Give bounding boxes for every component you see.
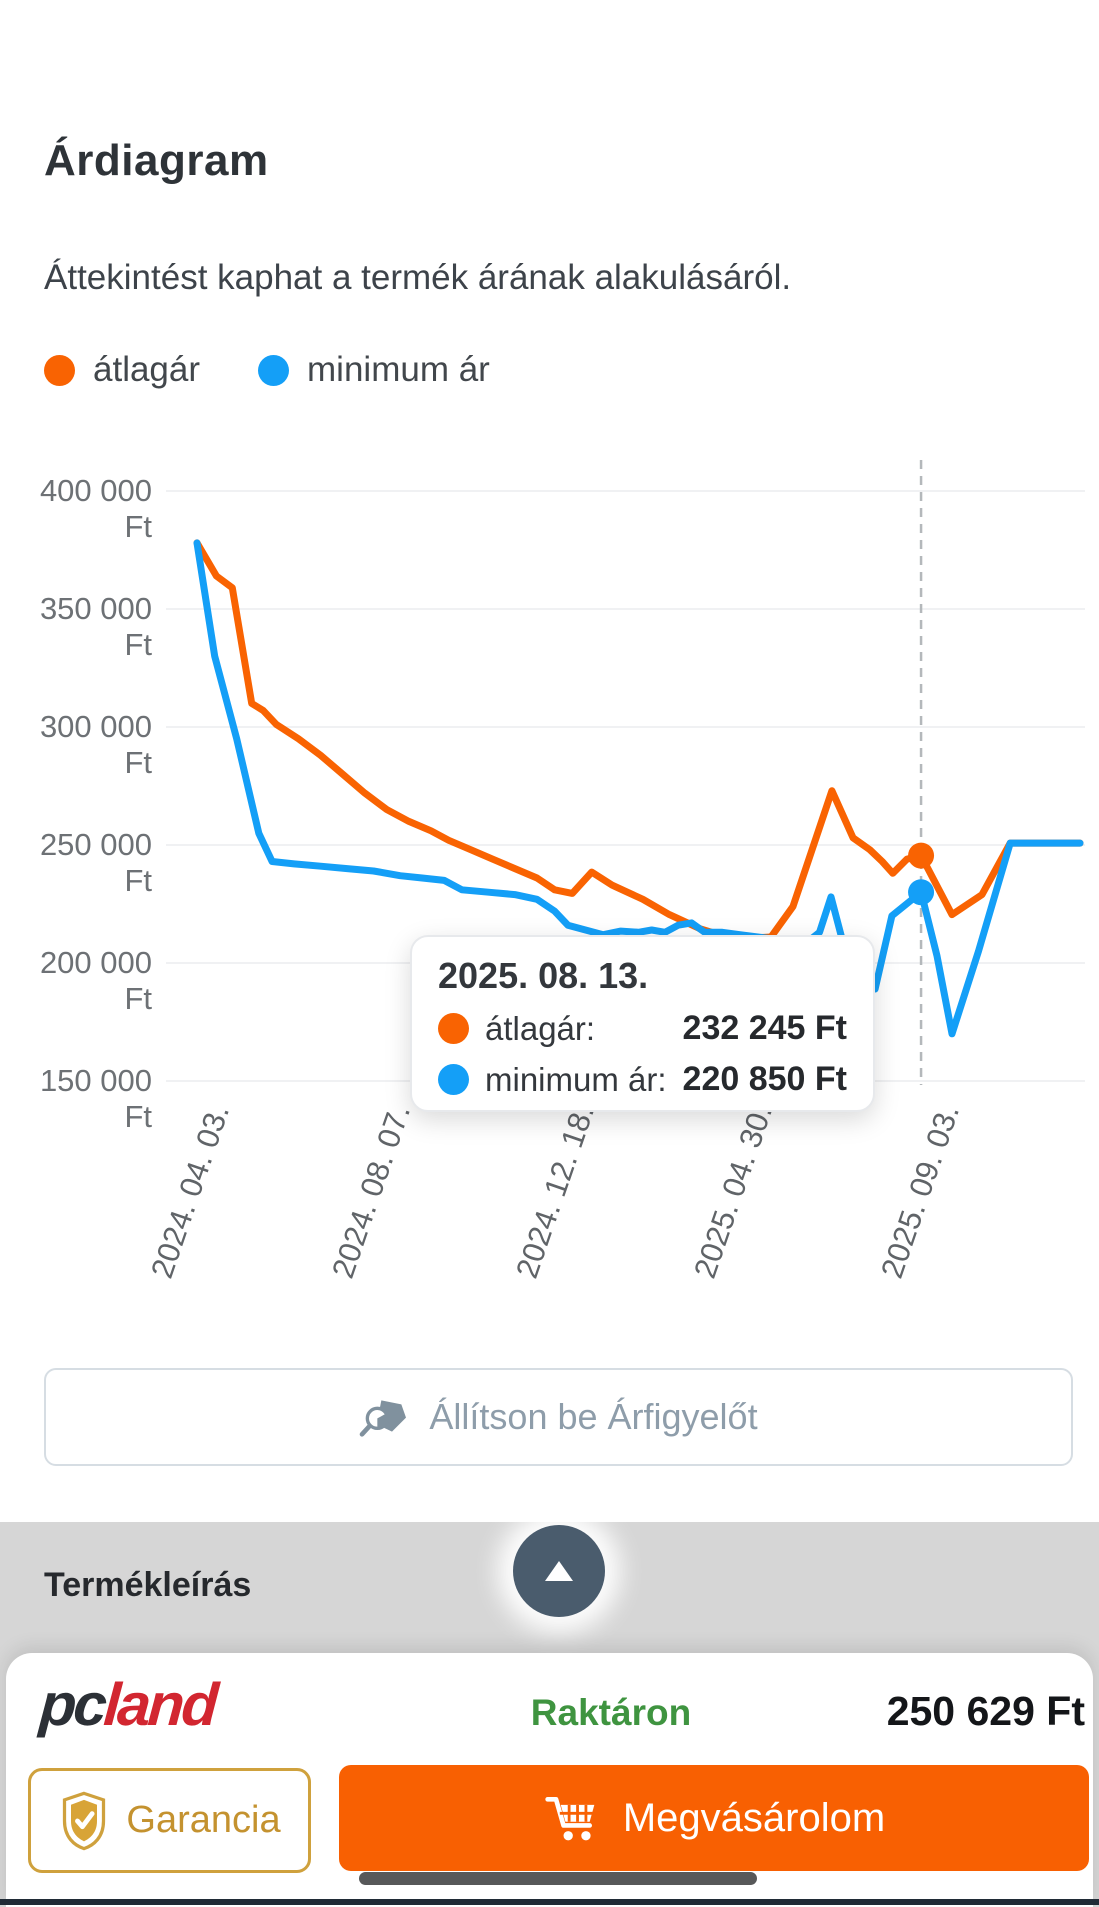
minimum-price-dot-icon <box>438 1064 469 1095</box>
average-price-dot-icon <box>44 354 75 386</box>
home-indicator <box>359 1872 757 1885</box>
page-title: Árdiagram <box>44 136 269 185</box>
crosshair-point-átlagár <box>908 842 935 869</box>
tooltip-row-average: átlagár: 232 245 Ft <box>438 1009 847 1048</box>
series-line-minimum-ár <box>193 539 1084 1038</box>
price-watch-label: Állítson be Árfigyelőt <box>429 1396 758 1437</box>
series-line-átlagár <box>193 539 1084 942</box>
tooltip-value-average: 232 245 Ft <box>682 1009 847 1047</box>
shield-check-icon <box>63 1791 106 1850</box>
store-logo-land: land <box>101 1671 218 1738</box>
tooltip-date: 2025. 08. 13. <box>438 955 649 996</box>
y-axis-tick-label: 350 000 Ft <box>39 591 152 662</box>
gridline <box>166 490 1085 492</box>
legend-label-minimum: minimum ár <box>307 350 490 389</box>
tooltip-value-minimum: 220 850 Ft <box>682 1060 847 1098</box>
product-description-title: Termékleírás <box>44 1566 252 1604</box>
tooltip-label-minimum: minimum ár: <box>485 1060 667 1098</box>
product-price: 250 629 Ft <box>886 1688 1085 1734</box>
tooltip-row-minimum: minimum ár: 220 850 Ft <box>438 1060 847 1099</box>
warranty-button[interactable]: Garancia <box>28 1768 311 1873</box>
y-axis-tick-label: 400 000 Ft <box>39 473 152 544</box>
gridline <box>166 726 1085 728</box>
collapse-up-arrow-icon <box>545 1561 573 1581</box>
price-watch-magnifier-tag-icon <box>360 1400 407 1437</box>
price-line-chart[interactable] <box>0 440 1099 1140</box>
legend-label-average: átlagár <box>93 350 201 389</box>
average-price-dot-icon <box>438 1013 469 1044</box>
gridline <box>166 844 1085 846</box>
bottom-border-line <box>0 1899 1099 1905</box>
page-subtitle: Áttekintést kaphat a termék árának alaku… <box>44 258 792 297</box>
buy-label: Megvásárolom <box>622 1795 886 1840</box>
legend-item-minimum: minimum ár <box>258 350 490 390</box>
legend-item-average: átlagár <box>44 350 200 390</box>
buy-button[interactable]: Megvásárolom <box>339 1765 1089 1871</box>
collapse-panel-button[interactable] <box>513 1525 605 1617</box>
chart-legend: átlagár minimum ár <box>44 350 490 390</box>
tooltip-label-average: átlagár: <box>485 1009 596 1047</box>
y-axis-tick-label: 200 000 Ft <box>39 945 152 1016</box>
stock-status-badge: Raktáron <box>530 1692 692 1733</box>
y-axis-tick-label: 300 000 Ft <box>39 709 152 780</box>
crosshair-point-minimum-ár <box>908 879 935 906</box>
price-watch-button[interactable]: Állítson be Árfigyelőt <box>44 1368 1073 1466</box>
minimum-price-dot-icon <box>258 354 290 386</box>
gridline <box>166 608 1085 610</box>
store-logo-pc: pc <box>37 1671 107 1738</box>
store-logo[interactable]: pcland <box>38 1670 218 1739</box>
y-axis-tick-label: 150 000 Ft <box>39 1063 152 1134</box>
chart-tooltip: 2025. 08. 13. átlagár: 232 245 Ft minimu… <box>410 935 875 1112</box>
warranty-label: Garancia <box>126 1799 281 1841</box>
y-axis-tick-label: 250 000 Ft <box>39 827 152 898</box>
shopping-cart-icon <box>545 1797 595 1841</box>
